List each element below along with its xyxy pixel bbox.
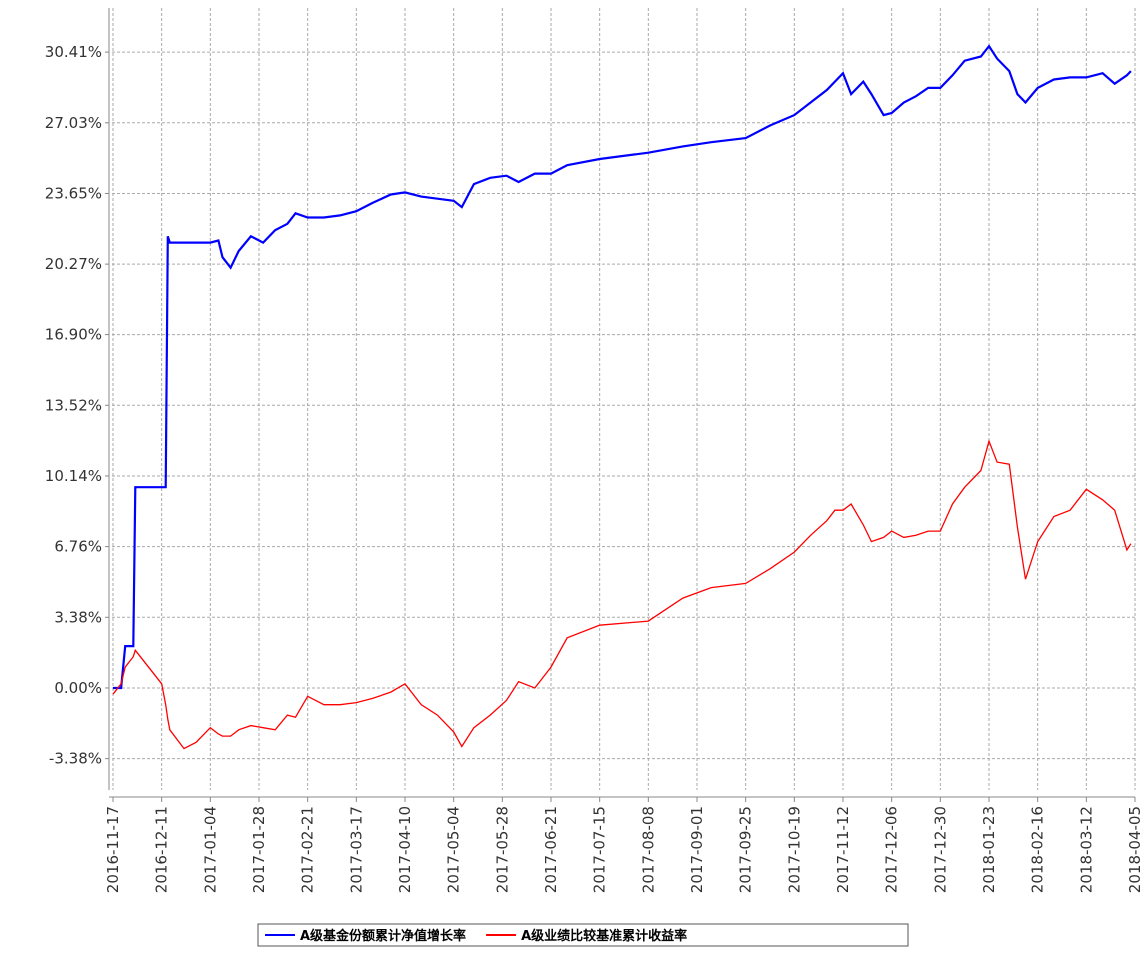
x-tick-label: 2017-12-06 [883, 806, 901, 893]
x-tick-label: 2017-05-04 [445, 806, 463, 893]
y-tick-label: 13.52% [45, 396, 102, 414]
x-tick-label: 2016-12-11 [153, 806, 171, 893]
y-tick-label: 30.41% [45, 43, 102, 61]
y-tick-label: 6.76% [54, 538, 102, 556]
legend-label: A级业绩比较基准累计收益率 [521, 928, 687, 944]
x-tick-label: 2018-04-05 [1126, 806, 1144, 893]
series-line [112, 439, 1132, 750]
y-tick-label: -3.38% [49, 750, 102, 768]
series-line [113, 44, 1132, 690]
x-tick-label: 2017-11-12 [834, 806, 852, 893]
x-tick-label: 2017-01-28 [250, 806, 268, 893]
x-tick-label: 2017-09-25 [737, 806, 755, 893]
x-tick-label: 2018-02-16 [1029, 806, 1047, 893]
x-tick-label: 2018-03-12 [1077, 806, 1095, 893]
x-tick-label: 2017-01-04 [201, 806, 219, 893]
legend-box [257, 923, 909, 947]
x-tick-label: 2017-08-08 [639, 806, 657, 893]
y-tick-label: 3.38% [54, 608, 102, 626]
y-tick-label: 27.03% [45, 114, 102, 132]
x-tick-label: 2017-02-21 [299, 806, 317, 893]
x-tick-label: 2016-11-17 [104, 806, 122, 893]
y-tick-label: 10.14% [45, 467, 102, 485]
x-tick-label: 2017-05-28 [493, 806, 511, 893]
x-tick-label: 2017-03-17 [347, 806, 365, 893]
x-tick-label: 2017-07-15 [591, 806, 609, 893]
x-tick-label: 2018-01-23 [980, 806, 998, 893]
x-tick-label: 2017-04-10 [396, 806, 414, 893]
y-tick-label: 16.90% [45, 326, 102, 344]
legend-label: A级基金份额累计净值增长率 [300, 928, 466, 944]
x-tick-label: 2017-06-21 [542, 806, 560, 893]
y-tick-label: 23.65% [45, 184, 102, 202]
y-tick-label: 0.00% [54, 679, 102, 697]
y-tick-label: 20.27% [45, 255, 102, 273]
x-tick-label: 2017-10-19 [785, 806, 803, 893]
x-tick-label: 2017-09-01 [688, 806, 706, 893]
x-tick-label: 2017-12-30 [931, 806, 949, 893]
